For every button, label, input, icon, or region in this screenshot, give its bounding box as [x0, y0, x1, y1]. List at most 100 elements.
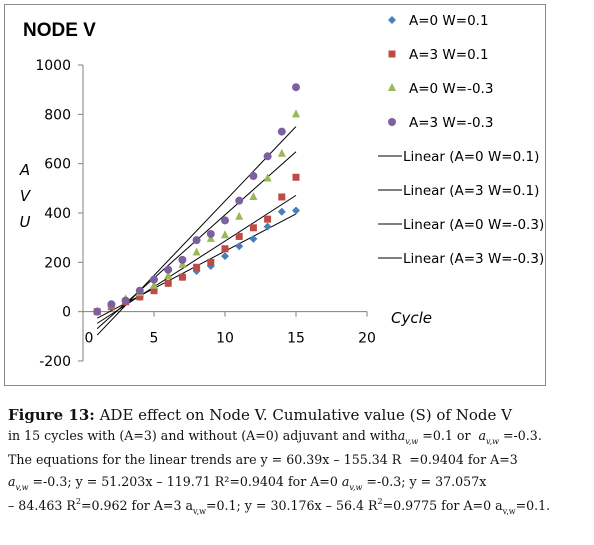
a-letter: a: [341, 474, 350, 489]
superscript: 2: [75, 497, 81, 506]
y-tick-label: 600: [44, 157, 71, 173]
legend-label: Linear (A=0 W=-0.3): [403, 217, 544, 233]
a-letter: a: [397, 428, 406, 443]
caption-text: =0.9404 for A=3: [409, 452, 518, 467]
y-axis-label: U: [20, 213, 31, 231]
data-point: [235, 232, 243, 240]
a-symbol: av,w: [397, 428, 419, 446]
vw-subscript: v,w: [502, 507, 516, 516]
a-symbol: av,w: [341, 474, 363, 492]
data-point: [278, 193, 286, 201]
x-tick-label: 15: [287, 331, 305, 347]
data-point: [192, 236, 201, 245]
a-symbol: av,w: [8, 474, 28, 492]
caption-text: in 15 cycles with (A=3) and without (A=0…: [8, 428, 398, 443]
vw-subscript: v,w: [486, 437, 499, 446]
caption-text: =-0.3; y = 37.057x: [366, 474, 487, 489]
y-tick-label: -200: [39, 354, 71, 370]
y-tick-label: 1000: [35, 58, 71, 74]
vw-subscript: v,w: [349, 483, 363, 492]
caption-text: The equations for the linear trends are …: [8, 452, 402, 467]
a-symbol: av,w: [478, 428, 499, 446]
node-v-chart: NODE V -200 0 200 400 600 800 1000 0 5 10 15 20 AVU Cy…: [19, 13, 544, 370]
data-point: [235, 211, 244, 220]
x-tick-label: 5: [150, 331, 159, 347]
data-point: [150, 287, 158, 295]
data-point: [164, 265, 173, 274]
y-tick-label: 400: [44, 206, 71, 222]
data-point: [263, 173, 272, 182]
chart-frame: NODE V -200 0 200 400 600 800 1000 0 5 10 15 20 A V U Cy…: [4, 4, 546, 386]
legend-label: A=3 W=-0.3: [409, 115, 493, 131]
caption-text: =-0.3; y = 51.203x – 119.71 R²=0.9404 fo…: [32, 474, 338, 489]
x-axis-label: Cycle: [391, 309, 432, 327]
data-point: [292, 109, 300, 118]
data-point: [121, 296, 130, 305]
trendline: [96, 194, 297, 324]
legend-marker: [388, 83, 396, 91]
data-point: [150, 275, 158, 284]
caption-line-5: – 84.463 R2=0.962 for A=3 av,w=0.1; y = …: [8, 495, 590, 519]
data-point: [277, 148, 286, 157]
legend-label: Linear (A=3 W=0.1): [403, 183, 539, 199]
y-tick-label: 0: [62, 305, 71, 321]
data-point: [249, 224, 257, 232]
x-tick-label: 0: [85, 331, 94, 347]
legend-marker: [388, 16, 396, 24]
data-point: [207, 258, 215, 266]
superscript: 2: [377, 497, 383, 506]
x-tick-label: 20: [358, 331, 376, 347]
data-point: [264, 215, 272, 223]
data-point: [277, 207, 286, 216]
data-point: [235, 242, 244, 251]
data-point: [221, 230, 229, 239]
caption-line-4: av,w =-0.3; y = 51.203x – 119.71 R²=0.94…: [8, 471, 590, 495]
data-point: [263, 222, 272, 231]
data-point: [107, 300, 116, 309]
caption-text: – 84.463 R: [8, 498, 76, 513]
figure-label: Figure 13:: [8, 406, 95, 424]
data-point: [206, 229, 215, 238]
legend-label: Linear (A=3 W=-0.3): [403, 251, 544, 267]
data-point: [93, 307, 102, 316]
data-point: [221, 216, 229, 225]
data-point: [135, 286, 144, 295]
data-point: [292, 83, 300, 92]
caption-text: =0.9775 for A=0 a: [382, 498, 503, 513]
data-point: [221, 252, 229, 261]
data-point: [249, 191, 258, 200]
caption-line-3: The equations for the linear trends are …: [8, 449, 590, 471]
caption-title: ADE effect on Node V. Cumulative value (…: [94, 406, 512, 424]
y-axis-label: A: [19, 161, 30, 179]
y-tick-label: 200: [44, 255, 71, 271]
data-point: [235, 196, 244, 205]
vw-subscript: v,w: [405, 437, 419, 446]
data-point: [249, 172, 258, 180]
legend-label: Linear (A=0 W=0.1): [403, 149, 539, 165]
chart-title: NODE V: [23, 20, 96, 41]
trendline: [96, 126, 297, 336]
legend-label: A=3 W=0.1: [409, 47, 489, 63]
data-point: [178, 255, 187, 264]
data-point: [164, 279, 172, 287]
data-point: [292, 206, 300, 215]
a-letter: a: [478, 428, 486, 443]
figure-caption: Figure 13: ADE effect on Node V. Cumulat…: [8, 405, 590, 519]
caption-text: =0.962 for A=3 a: [80, 498, 193, 513]
data-point: [249, 234, 258, 243]
caption-text: =0.1.: [515, 498, 551, 513]
caption-line-1: Figure 13: ADE effect on Node V. Cumulat…: [8, 405, 590, 425]
data-point: [221, 245, 229, 253]
y-axis-label: V: [20, 187, 32, 205]
legend-label: A=0 W=-0.3: [409, 81, 493, 97]
data-point: [193, 263, 201, 271]
data-point: [292, 173, 300, 181]
legend-marker: [388, 118, 396, 126]
caption-text: =0.1; y = 30.176x – 56.4 R: [205, 498, 378, 513]
data-point: [263, 152, 272, 161]
data-point: [136, 293, 144, 301]
a-letter: a: [8, 474, 16, 489]
data-point: [192, 247, 201, 256]
vw-subscript: v,w: [193, 507, 206, 516]
legend-label: A=0 W=0.1: [409, 13, 489, 29]
